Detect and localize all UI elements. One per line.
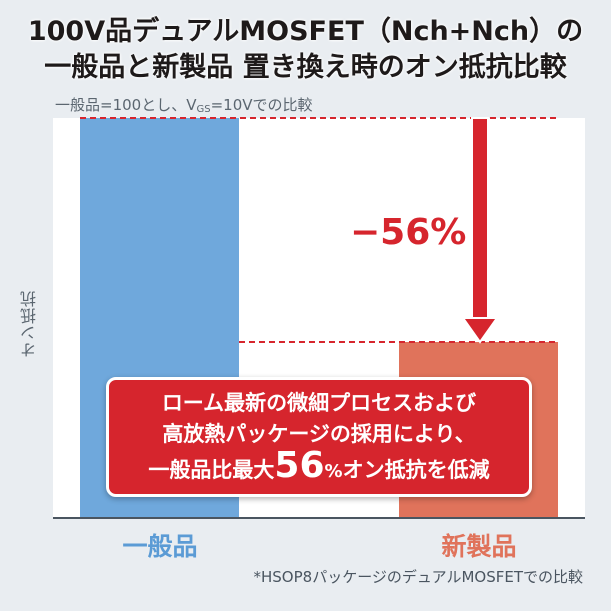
x-tick-label-new: 新製品: [441, 532, 517, 561]
chart-title: 100V品デュアルMOSFET（Nch+Nch）の 一般品と新製品 置き換え時の…: [0, 14, 611, 86]
callout-line-3: 一般品比最大56%オン抵抗を低減: [109, 448, 529, 487]
chart-subtitle: 一般品=100とし、VGS=10Vでの比較: [55, 94, 313, 115]
x-tick-label-general: 一般品: [122, 532, 198, 561]
callout-number: 56: [274, 445, 325, 486]
callout-line-2: 高放熱パッケージの採用により、: [162, 422, 476, 446]
callout-line3-post: オン抵抗を低減: [342, 458, 490, 482]
arrow-shaft: [471, 117, 489, 321]
subtitle-sub: GS: [196, 104, 211, 115]
title-line-1: 100V品デュアルMOSFET（Nch+Nch）の: [27, 16, 584, 47]
title-line-2: 一般品と新製品 置き換え時のオン抵抗比較: [44, 52, 567, 83]
callout-box: ローム最新の微細プロセスおよび 高放熱パッケージの採用により、 一般品比最大56…: [106, 377, 532, 497]
callout-line3-pre: 一般品比最大: [148, 458, 275, 482]
callout-line-1: ローム最新の微細プロセスおよび: [161, 391, 477, 415]
subtitle-pre: 一般品=100とし、V: [55, 96, 197, 114]
arrow-head: [461, 317, 499, 344]
subtitle-post: =10Vでの比較: [210, 96, 313, 114]
reduction-annotation: −56%: [350, 212, 467, 253]
callout-percent: %: [324, 461, 343, 482]
footnote: *HSOP8パッケージのデュアルMOSFETでの比較: [253, 568, 584, 586]
y-axis-label: オン抵抗: [20, 290, 39, 358]
